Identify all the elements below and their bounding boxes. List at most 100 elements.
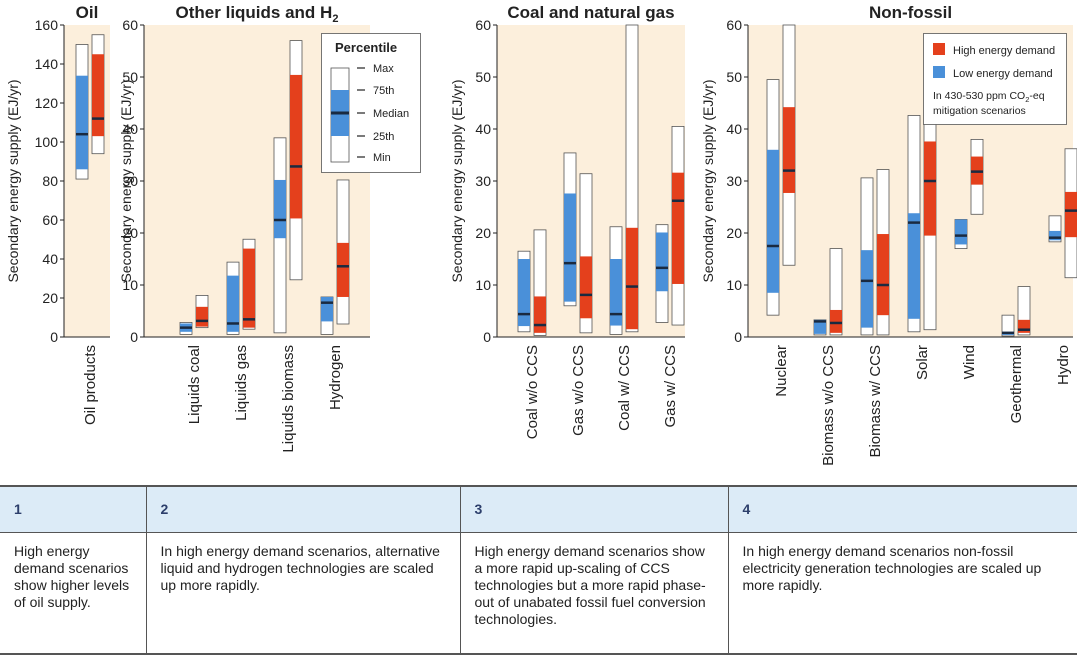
box-iqr-low bbox=[76, 75, 88, 170]
legend-75th: 75th bbox=[373, 85, 394, 97]
box-iqr-low bbox=[564, 193, 576, 302]
y-tick-label: 160 bbox=[35, 17, 59, 33]
y-tick-label: 50 bbox=[726, 69, 742, 85]
legend-max: Max bbox=[373, 63, 394, 75]
category-label: Liquids biomass bbox=[280, 345, 297, 453]
y-tick-label: 30 bbox=[475, 173, 491, 189]
y-tick-label: 40 bbox=[42, 251, 58, 267]
panel-2-title: Other liquids and H2 bbox=[176, 3, 339, 25]
box-iqr-high bbox=[924, 141, 936, 236]
y-tick-label: 40 bbox=[475, 121, 491, 137]
y-tick-label: 10 bbox=[122, 277, 138, 293]
box-iqr-low bbox=[227, 275, 239, 332]
table-text-3: High energy demand scenarios show a more… bbox=[459, 532, 728, 655]
box-iqr-low bbox=[321, 296, 333, 322]
legend-low-label: Low energy demand bbox=[953, 68, 1053, 80]
y-tick-label: 60 bbox=[42, 212, 58, 228]
category-label: Liquids coal bbox=[186, 345, 203, 424]
panel-3-y-axis-label: Secondary energy supply (EJ/yr) bbox=[449, 79, 465, 282]
category-label: Nuclear bbox=[773, 345, 790, 397]
y-tick-label: 10 bbox=[726, 277, 742, 293]
y-tick-label: 60 bbox=[122, 17, 138, 33]
y-tick-label: 20 bbox=[122, 225, 138, 241]
y-tick-label: 140 bbox=[35, 56, 59, 72]
percentile-legend-title: Percentile bbox=[335, 40, 397, 55]
y-tick-label: 60 bbox=[726, 17, 742, 33]
panel-2-y-axis-label: Secondary energy supply (EJ/yr) bbox=[118, 79, 134, 282]
y-tick-label: 30 bbox=[726, 173, 742, 189]
category-label: Liquids gas bbox=[233, 345, 250, 421]
category-label: Gas w/ CCS bbox=[662, 345, 679, 428]
y-tick-label: 60 bbox=[475, 17, 491, 33]
box-iqr-high bbox=[196, 306, 208, 327]
table-number-4: 4 bbox=[727, 485, 1077, 533]
box-iqr-low bbox=[610, 259, 622, 326]
box-iqr-high bbox=[534, 296, 546, 333]
y-tick-label: 20 bbox=[42, 290, 58, 306]
y-tick-label: 120 bbox=[35, 95, 59, 111]
panel-4-title: Non-fossil bbox=[869, 3, 952, 22]
y-tick-label: 0 bbox=[483, 329, 491, 345]
box-iqr-low bbox=[955, 219, 967, 245]
table-number-2: 2 bbox=[145, 485, 460, 533]
box-iqr-low bbox=[814, 319, 826, 334]
table-text-2: In high energy demand scenarios, alterna… bbox=[145, 532, 460, 655]
category-label: Solar bbox=[914, 345, 931, 380]
legend-min: Min bbox=[373, 152, 391, 164]
category-label: Coal w/o CCS bbox=[524, 345, 541, 439]
legend-note-line2: mitigation scenarios bbox=[933, 105, 1026, 117]
y-tick-label: 10 bbox=[475, 277, 491, 293]
table-number-1: 1 bbox=[0, 485, 146, 533]
box-iqr-high bbox=[580, 256, 592, 319]
category-label: Biomass w/o CCS bbox=[820, 345, 837, 466]
box-iqr-high bbox=[626, 227, 638, 330]
box-iqr-high bbox=[783, 107, 795, 193]
y-tick-label: 50 bbox=[475, 69, 491, 85]
box-iqr-low bbox=[518, 259, 530, 327]
category-label: Gas w/o CCS bbox=[570, 345, 587, 436]
category-label: Hydrogen bbox=[327, 345, 344, 410]
y-tick-label: 0 bbox=[734, 329, 742, 345]
category-label: Oil products bbox=[82, 345, 99, 425]
panel-3-title: Coal and natural gas bbox=[507, 3, 674, 22]
y-tick-label: 40 bbox=[122, 121, 138, 137]
box-iqr-high bbox=[1065, 191, 1077, 238]
box-iqr-high bbox=[830, 309, 842, 333]
panel-4-y-axis-label: Secondary energy supply (EJ/yr) bbox=[700, 79, 716, 282]
y-tick-label: 100 bbox=[35, 134, 59, 150]
legend-median: Median bbox=[373, 108, 409, 120]
panel-1-y-axis-label: Secondary energy supply (EJ/yr) bbox=[5, 79, 21, 282]
category-label: Hydro bbox=[1055, 345, 1072, 385]
legend-high-label: High energy demand bbox=[953, 45, 1055, 57]
y-tick-label: 50 bbox=[122, 69, 138, 85]
box-iqr-high bbox=[672, 172, 684, 284]
panel-1-title: Oil bbox=[76, 3, 99, 22]
box-iqr-high bbox=[243, 248, 255, 328]
y-tick-label: 20 bbox=[475, 225, 491, 241]
legend-note-line1: In 430-530 ppm CO2-eq bbox=[933, 90, 1045, 104]
y-tick-label: 80 bbox=[42, 173, 58, 189]
box-iqr-high bbox=[92, 54, 104, 137]
box-iqr-low bbox=[656, 232, 668, 292]
y-tick-label: 0 bbox=[130, 329, 138, 345]
percentile-legend: Percentile Max 75th Median 25th Min bbox=[321, 33, 421, 173]
y-tick-label: 20 bbox=[726, 225, 742, 241]
box-iqr-high bbox=[337, 242, 349, 297]
table-number-3: 3 bbox=[459, 485, 728, 533]
box-iqr-high bbox=[290, 74, 302, 219]
box-iqr-high bbox=[877, 234, 889, 316]
table-text-4: In high energy demand scenarios non-foss… bbox=[727, 532, 1077, 655]
y-tick-label: 40 bbox=[726, 121, 742, 137]
summary-table: 1 2 3 4 High energy demand scenarios sho… bbox=[0, 485, 1077, 655]
category-label: Biomass w/ CCS bbox=[867, 345, 884, 458]
y-tick-label: 30 bbox=[122, 173, 138, 189]
demand-legend: High energy demand Low energy demand In … bbox=[923, 33, 1067, 125]
box-iqr-low bbox=[767, 149, 779, 293]
legend-25th: 25th bbox=[373, 131, 394, 143]
category-label: Geothermal bbox=[1008, 345, 1025, 423]
legend-low-swatch bbox=[933, 66, 945, 78]
legend-high-swatch bbox=[933, 43, 945, 55]
table-text-1: High energy demand scenarios show higher… bbox=[0, 532, 146, 655]
box-iqr-low bbox=[274, 179, 286, 239]
